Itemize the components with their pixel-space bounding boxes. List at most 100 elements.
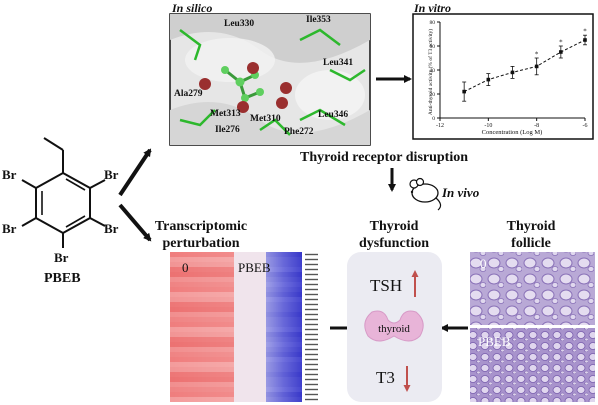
- heatmap-row: [266, 352, 302, 357]
- organ-label: thyroid: [378, 323, 410, 335]
- chart-data-point: [462, 89, 466, 94]
- heatmap-gene-labels: [305, 253, 318, 401]
- transcriptomic-title-line2: perturbation: [163, 236, 240, 251]
- chart-y-tick-label: 40: [430, 68, 436, 74]
- chart-data-point: [583, 38, 587, 42]
- receptor-disruption-label: Thyroid receptor disruption: [300, 150, 468, 165]
- chart-x-tick-label: -12: [436, 123, 444, 129]
- pbeb-structure: Br Br Br Br Br PBEB: [2, 137, 119, 286]
- in-silico-heading: In silico: [171, 1, 212, 15]
- chart-series-line: [463, 39, 586, 93]
- chart-data-point: [534, 64, 539, 69]
- molecule-name: PBEB: [44, 271, 81, 286]
- tsh-label: TSH: [370, 276, 402, 295]
- residue-label-9: Phe272: [284, 127, 314, 137]
- residue-label-6: Met310: [250, 114, 281, 124]
- heatmap-row: [266, 347, 302, 352]
- chart-significance-star: *: [583, 28, 587, 36]
- residue-label-3: Leu341: [323, 58, 353, 68]
- heatmap-row: [266, 332, 302, 337]
- heatmap-row: [170, 372, 234, 377]
- heatmap-row: [170, 397, 234, 402]
- chart-x-tick-label: -8: [534, 123, 539, 129]
- heatmap-row: [266, 337, 302, 342]
- heatmap-row: [266, 262, 302, 267]
- heatmap-row: [266, 367, 302, 372]
- heatmap-row: [266, 307, 302, 312]
- heatmap-row: [170, 342, 234, 347]
- dysfunction-title-line2: dysfunction: [359, 236, 429, 251]
- heatmap-row: [170, 267, 234, 272]
- chart-data-point: [510, 70, 515, 75]
- heatmap-row: [170, 282, 234, 287]
- in-vitro-chart: -12 -10 -8 -6 0 20 40 60 80 * * * Anti-thyroid act…: [412, 13, 594, 140]
- arrow-to-in-silico: [118, 148, 152, 197]
- follicle-label-treated: PBEB: [478, 334, 511, 349]
- follicle-title-line1: Thyroid: [507, 219, 556, 234]
- heatmap-row: [266, 292, 302, 297]
- heatmap-row: [170, 327, 234, 332]
- heatmap-row: [170, 332, 234, 337]
- heatmap-row: [266, 342, 302, 347]
- ligand-structure: [199, 62, 292, 113]
- heatmap-group-treated: PBEB: [238, 260, 271, 275]
- heatmap-row: [266, 382, 302, 387]
- chart-marks: * * *: [462, 28, 587, 102]
- heatmap-row: [170, 347, 234, 352]
- follicle-micrograph-control: [470, 252, 595, 325]
- dysfunction-box: TSH thyroid T3: [347, 252, 442, 402]
- heatmap-row: [170, 367, 234, 372]
- heatmap-row: [170, 302, 234, 307]
- chart-y-tick-label: 60: [430, 44, 436, 50]
- heatmap-row: [170, 297, 234, 302]
- chart-y-tick-label: 20: [430, 92, 436, 98]
- transcriptomic-title-line1: Transcriptomic: [155, 219, 247, 234]
- heatmap-row: [266, 317, 302, 322]
- heatmap-row: [266, 327, 302, 332]
- heatmap-row: [170, 252, 234, 257]
- residue-label-8: Ile276: [215, 125, 240, 135]
- bromine-label-upper-right: Br: [104, 167, 119, 182]
- heatmap-row: [170, 337, 234, 342]
- in-vivo-label: In vivo: [441, 185, 480, 200]
- heatmap-row: [266, 267, 302, 272]
- residue-label-7: Leu346: [318, 110, 348, 120]
- residue-label-4: Ala279: [174, 89, 203, 99]
- heatmap-row: [170, 312, 234, 317]
- heatmap-row: [170, 392, 234, 397]
- follicle-title-line2: follicle: [511, 236, 551, 251]
- heatmap-row: [266, 312, 302, 317]
- heatmap-row: [170, 352, 234, 357]
- thyroid-organ-icon: [364, 310, 424, 342]
- heatmap-row: [266, 277, 302, 282]
- in-vitro-heading: In vitro: [413, 1, 451, 15]
- heatmap-row: [170, 362, 234, 367]
- heatmap-row: [170, 277, 234, 282]
- residue-label-1: Leu330: [224, 19, 254, 29]
- heatmap-row: [266, 357, 302, 362]
- chart-y-tick-label: 0: [432, 116, 435, 122]
- bromine-label-upper-left: Br: [2, 167, 17, 182]
- docking-view: Leu330 Ile353 Leu341 Ala279 Met313 Met31…: [169, 13, 371, 146]
- heatmap-row: [266, 257, 302, 262]
- heatmap-row: [266, 392, 302, 397]
- heatmap-row: [170, 292, 234, 297]
- heatmap-rows: [170, 252, 302, 402]
- heatmap-row: [170, 272, 234, 277]
- heatmap-row: [266, 272, 302, 277]
- chart-x-tick-label: -6: [583, 123, 588, 129]
- heatmap-row: [170, 382, 234, 387]
- residue-label-2: Ile353: [306, 15, 331, 25]
- chart-y-tick-label: 80: [430, 20, 436, 26]
- mouse-icon: [409, 177, 442, 211]
- follicle-label-control: 0: [480, 256, 487, 271]
- chart-x-tick-label: -10: [484, 123, 492, 129]
- heatmap-row: [266, 322, 302, 327]
- heatmap-row: [170, 257, 234, 262]
- follicle-micrograph-treated: [470, 328, 595, 402]
- follicle-micrographs: 0 PBEB: [470, 252, 595, 402]
- residue-label-5: Met313: [210, 109, 241, 119]
- chart-data-point: [559, 50, 563, 54]
- bromine-label-bottom: Br: [54, 250, 69, 265]
